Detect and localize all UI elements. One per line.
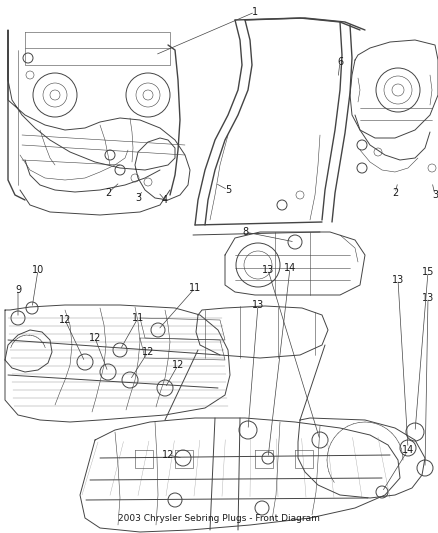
Text: 15: 15 [422,267,434,277]
Text: 12: 12 [172,360,184,370]
Text: 11: 11 [189,283,201,293]
Text: 4: 4 [162,195,168,205]
Text: 12: 12 [89,333,101,343]
Text: 3: 3 [135,193,141,203]
Text: 13: 13 [262,265,274,275]
Text: 12: 12 [162,450,174,460]
Text: 14: 14 [284,263,296,273]
Text: 8: 8 [242,227,248,237]
Text: 12: 12 [59,315,71,325]
Text: 11: 11 [132,313,144,323]
Text: 13: 13 [252,300,264,310]
Text: 6: 6 [337,57,343,67]
Text: 2: 2 [105,188,111,198]
Text: 10: 10 [32,265,44,275]
Text: 13: 13 [422,293,434,303]
Text: 2: 2 [392,188,398,198]
Text: 13: 13 [392,275,404,285]
Text: 1: 1 [252,7,258,17]
Text: 14: 14 [402,445,414,455]
Text: 9: 9 [15,285,21,295]
Text: 2003 Chrysler Sebring Plugs - Front Diagram: 2003 Chrysler Sebring Plugs - Front Diag… [118,514,320,523]
Text: 12: 12 [142,347,154,357]
Text: 3: 3 [432,190,438,200]
Text: 5: 5 [225,185,231,195]
